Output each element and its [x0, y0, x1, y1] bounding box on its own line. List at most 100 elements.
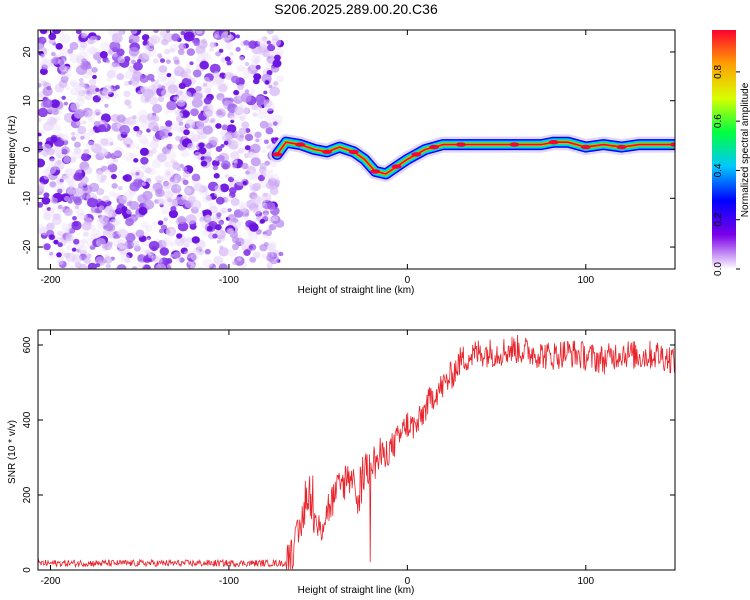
noise-blob — [40, 53, 45, 58]
noise-blob — [54, 160, 65, 171]
noise-blob — [154, 175, 164, 183]
snr-y-tick-label: 200 — [22, 486, 33, 503]
noise-blob — [128, 33, 140, 44]
spectrogram-y-label: Frequency (Hz) — [7, 116, 18, 185]
noise-blob — [266, 40, 271, 45]
noise-blob — [95, 111, 100, 116]
noise-blob — [151, 255, 160, 263]
noise-blob — [57, 204, 63, 210]
noise-blob — [123, 215, 128, 219]
noise-blob — [133, 61, 143, 71]
snr-y-tick-label: 400 — [22, 411, 33, 428]
noise-blob — [51, 216, 62, 225]
noise-blob — [229, 115, 235, 120]
noise-blob — [149, 187, 156, 193]
noise-blob — [71, 131, 76, 136]
noise-blob — [179, 236, 188, 244]
noise-blob — [188, 133, 196, 141]
noise-blob — [167, 84, 178, 94]
noise-blob — [273, 47, 284, 57]
noise-blob — [93, 120, 101, 127]
noise-blob — [150, 141, 159, 149]
noise-blob — [219, 97, 224, 102]
noise-blob — [163, 217, 168, 222]
noise-blob — [53, 239, 59, 245]
noise-blob — [71, 149, 83, 159]
noise-blob — [124, 99, 132, 106]
noise-blob — [237, 257, 242, 262]
noise-blob — [212, 165, 219, 171]
noise-blob — [136, 132, 142, 138]
noise-blob — [158, 54, 163, 59]
noise-blob — [239, 205, 247, 213]
noise-blob — [67, 199, 73, 204]
noise-blob — [137, 90, 144, 97]
spectrogram-x-tick-label: -200 — [40, 275, 60, 286]
noise-blob — [116, 114, 126, 123]
noise-blob — [244, 46, 250, 51]
noise-blob — [269, 86, 280, 97]
noise-blob — [199, 60, 209, 70]
noise-blob — [38, 36, 47, 45]
noise-blob — [83, 231, 89, 237]
noise-blob — [250, 54, 261, 64]
noise-blob — [127, 104, 133, 109]
noise-blob — [43, 207, 55, 217]
noise-blob — [261, 192, 272, 202]
noise-blob — [255, 229, 262, 235]
noise-blob — [164, 161, 173, 169]
noise-blob — [116, 73, 125, 81]
noise-blob — [64, 167, 76, 177]
noise-blob — [175, 196, 181, 201]
noise-blob — [148, 121, 159, 131]
noise-blob — [252, 251, 261, 259]
noise-blob — [227, 208, 232, 213]
noise-blob — [249, 256, 257, 263]
noise-blob — [267, 241, 278, 250]
noise-blob — [70, 103, 79, 111]
ridge-hotspot — [455, 142, 466, 147]
noise-blob — [117, 56, 126, 64]
noise-blob — [226, 60, 232, 66]
noise-blob — [108, 49, 114, 55]
noise-blob — [107, 159, 114, 166]
noise-blob — [39, 59, 51, 70]
noise-blob — [184, 185, 195, 196]
snr-y-tick-label: 0 — [22, 567, 33, 573]
noise-blob — [257, 48, 265, 55]
spectrogram-x-ticks: -200 -100 0 100 — [40, 30, 595, 286]
noise-blob — [203, 97, 212, 105]
noise-blob — [170, 206, 177, 212]
noise-blob — [172, 251, 182, 260]
noise-blob — [161, 76, 168, 82]
colorbar-label: Normalized spectral amplitude — [740, 82, 750, 217]
noise-blob — [105, 263, 111, 269]
noise-blob — [214, 185, 222, 192]
noise-blob — [176, 233, 183, 239]
noise-blob — [87, 38, 95, 45]
colorbar: 0.0 0.2 0.4 0.6 0.8 Normalized spectral ampl… — [712, 30, 750, 276]
noise-blob — [220, 207, 228, 214]
noise-blob — [111, 183, 118, 189]
noise-blob — [175, 135, 182, 142]
noise-blob — [104, 103, 109, 108]
noise-blob — [67, 179, 75, 187]
noise-blob — [83, 148, 90, 155]
noise-blob — [140, 157, 149, 165]
noise-blob — [140, 163, 146, 169]
noise-blob — [190, 200, 202, 210]
noise-blob — [106, 77, 112, 82]
noise-blob — [56, 252, 62, 258]
noise-blob — [245, 170, 250, 175]
noise-blob — [223, 140, 229, 146]
noise-blob — [78, 263, 88, 269]
snr-y-ticks: 0 200 400 600 — [22, 336, 675, 573]
noise-blob — [112, 158, 119, 163]
noise-blob — [183, 31, 195, 42]
noise-blob — [57, 188, 63, 194]
noise-blob — [166, 73, 172, 78]
spectrogram-y-tick-label: 0 — [22, 146, 33, 152]
noise-blob — [157, 198, 165, 206]
noise-blob — [218, 152, 230, 163]
noise-blob — [78, 213, 86, 221]
